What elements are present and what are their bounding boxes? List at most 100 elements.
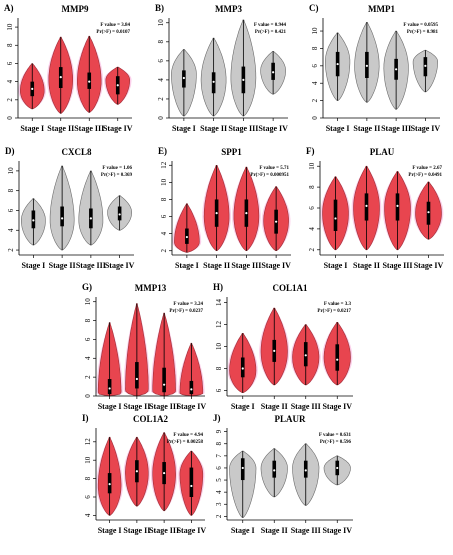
x-tick-label: Stage I (175, 261, 199, 270)
violin-median (190, 388, 193, 391)
violin-1 (320, 176, 351, 251)
x-tick-label: Stage II (353, 261, 380, 270)
x-tick-label: Stage II (200, 124, 227, 133)
violin-box (60, 206, 64, 227)
violin-3 (150, 312, 178, 397)
violin-1 (18, 63, 46, 110)
x-tick-label: Stage IV (261, 261, 291, 270)
violin-median (334, 217, 337, 220)
stat-annotation: F value = 5.71 (259, 166, 289, 171)
violin-median (163, 383, 166, 386)
stat-annotation: F value = 0.944 (254, 23, 287, 28)
y-tick-label: 8 (308, 185, 316, 189)
y-tick-label: 10 (215, 343, 223, 351)
violin-2 (354, 22, 380, 103)
violin-median (273, 469, 276, 472)
panel-letter: A) (4, 3, 14, 13)
y-tick-label: 14 (215, 299, 223, 307)
x-tick-label: Stage II (203, 261, 230, 270)
x-tick-label: Stage I (172, 124, 196, 133)
y-tick-label: 8 (84, 318, 92, 322)
violin-median (212, 80, 215, 83)
stat-annotation: F value = 2.67 (412, 166, 442, 171)
x-tick-label: Stage IV (103, 124, 133, 133)
x-tick-label: Stage IV (322, 526, 352, 535)
violin-median (135, 377, 138, 381)
stat-annotation: Pr(>F) = 0.981 (407, 30, 439, 35)
y-tick-label: 0 (6, 116, 14, 120)
violin-median (272, 71, 275, 74)
y-tick-label: 10 (311, 27, 319, 35)
chart-title: SPP1 (221, 147, 242, 157)
violin-1 (229, 450, 257, 518)
violin-1 (227, 333, 258, 393)
violin-3 (290, 324, 321, 386)
panel-letter: H) (213, 282, 223, 292)
x-tick-label: Stage II (47, 124, 74, 133)
y-tick-label: 10 (6, 23, 14, 31)
violin-median (215, 212, 218, 215)
x-tick-label: Stage IV (105, 261, 135, 270)
y-tick-label: 10 (308, 162, 316, 170)
stat-annotation: Pr(>F) = 0.00258 (167, 440, 204, 445)
chart-title: CXCL8 (61, 147, 92, 157)
violin-median (59, 75, 62, 79)
violin-box (240, 357, 245, 378)
violin-median (241, 466, 244, 470)
violin-median (365, 204, 368, 208)
stat-annotation: F value = 0.631 (319, 433, 352, 438)
panel-mmp3: B) MMP3 0 2 4 6 8 10 Stage I Stage II Stage III Sta… (155, 3, 288, 133)
y-tick-label: 8 (6, 43, 14, 47)
violin-box (303, 460, 308, 478)
violin-1 (21, 198, 46, 246)
violin-box (333, 199, 338, 231)
stat-annotation: Pr(>F) = 0.596 (320, 440, 352, 445)
x-tick-label: Stage I (231, 526, 255, 535)
x-tick-label: Stage II (49, 261, 76, 270)
y-tick-label: 8 (215, 441, 223, 445)
violin-4 (260, 51, 286, 95)
violin-median (190, 484, 193, 488)
y-tick-label: 2 (7, 248, 15, 252)
y-tick-label: 10 (160, 178, 168, 186)
x-tick-label: Stage III (149, 526, 179, 535)
y-tick-label: 2 (311, 98, 319, 102)
stat-annotation: F value = 4.94 (173, 433, 203, 438)
chart-title: MMP9 (62, 4, 89, 14)
y-tick-label: 2 (6, 98, 14, 102)
violin-4 (322, 322, 353, 386)
violin-2 (123, 436, 151, 507)
x-tick-label: Stage III (381, 124, 411, 133)
y-tick-label: 2 (157, 97, 165, 101)
violin-3 (230, 19, 257, 117)
violin-1 (324, 32, 351, 101)
violin-median (116, 84, 119, 87)
panel-letter: G) (82, 282, 92, 292)
violin-1 (171, 49, 197, 117)
x-tick-label: Stage III (149, 402, 179, 411)
violin-median (163, 471, 166, 475)
violin-1 (96, 322, 123, 397)
panel-mmp1: C) MMP1 0 2 4 6 8 10 Stage I Stage II Stage III Sta… (309, 3, 440, 133)
chart-title: COL1A2 (133, 414, 169, 424)
stat-annotation: F value = 3.84 (100, 23, 130, 28)
violin-box (189, 380, 194, 395)
stat-annotation: Pr(>F) = 0.0237 (169, 309, 203, 314)
violin-2 (49, 165, 75, 251)
y-tick-label: 4 (84, 356, 92, 360)
chart-title: MMP1 (368, 4, 395, 14)
y-tick-label: 4 (157, 78, 165, 82)
violin-4 (261, 186, 291, 251)
panel-plaur: J) PLAUR 2 3 4 5 6 7 8 9 Stage I Stage II Stage III S… (213, 413, 353, 535)
panel-letter: E) (158, 146, 167, 156)
x-tick-label: Stage I (231, 402, 255, 411)
violin-median (242, 78, 245, 82)
violin-median (304, 354, 307, 357)
violin-3 (292, 443, 320, 506)
y-tick-label: 3 (215, 502, 223, 506)
x-tick-label: Stage III (231, 261, 261, 270)
violin-1 (172, 203, 202, 253)
violin-median (61, 217, 64, 220)
